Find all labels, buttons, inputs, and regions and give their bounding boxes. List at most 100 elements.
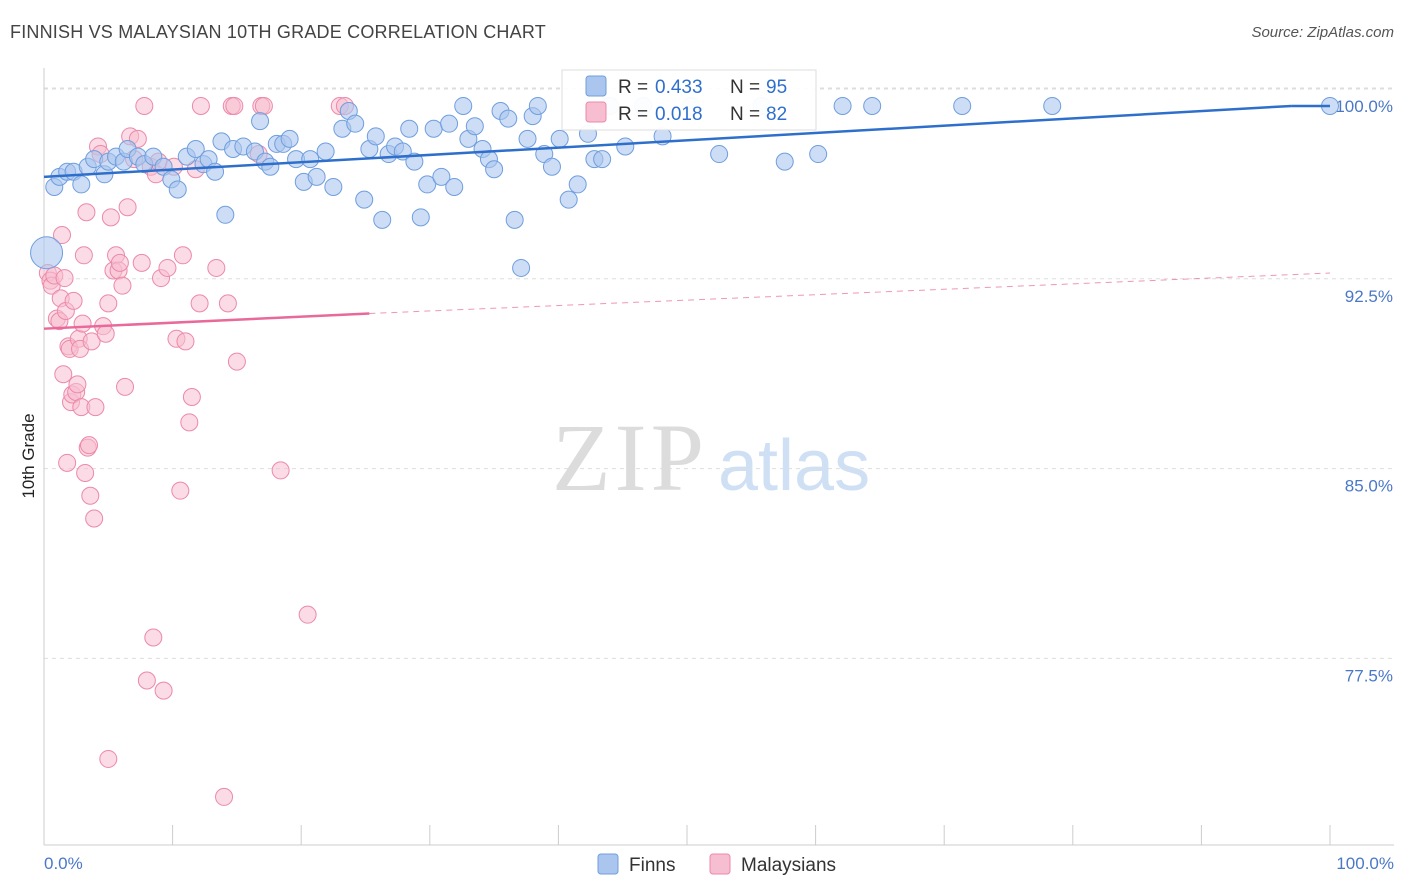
x-tick-label-left: 0.0%	[44, 854, 83, 873]
chart-title: FINNISH VS MALAYSIAN 10TH GRADE CORRELAT…	[10, 22, 546, 42]
finns-point-31	[261, 157, 280, 176]
finns-point-51	[400, 119, 419, 138]
malaysians-point-31	[86, 398, 105, 417]
malaysians-point-18	[68, 375, 87, 394]
malaysians-point-30	[85, 509, 104, 528]
watermark-atlas: atlas	[718, 426, 870, 506]
malaysians-point-64	[182, 388, 201, 407]
finns-point-61	[465, 117, 484, 136]
finns-point-56	[432, 167, 451, 186]
bottom-legend-swatch-finns	[597, 853, 619, 875]
finns-point-91	[953, 96, 972, 115]
gridlines	[44, 87, 1394, 659]
malaysians-point-56	[154, 681, 173, 700]
finns-point-67	[505, 210, 524, 229]
malaysians-point-28	[81, 486, 100, 505]
finns-point-25	[216, 205, 235, 224]
finns-point-68	[512, 258, 531, 277]
finns-point-34	[280, 129, 299, 148]
axes	[43, 68, 1394, 846]
finns-point-43	[346, 114, 365, 133]
finns-point-57	[440, 114, 459, 133]
finns-point-73	[542, 157, 561, 176]
malaysians-point-36	[99, 294, 118, 313]
finns-point-40	[324, 177, 343, 196]
malaysians-point-73	[227, 352, 246, 371]
finns-point-46	[366, 127, 385, 146]
malaysians-point-22	[73, 314, 92, 333]
finns-point-47	[373, 210, 392, 229]
finns-point-88	[809, 145, 828, 164]
finns-point-89	[833, 96, 852, 115]
malaysians-point-66	[190, 294, 209, 313]
legend-n-label-malaysians: N =	[730, 104, 765, 125]
malaysians-point-27	[80, 436, 99, 455]
malaysians-point-24	[76, 463, 95, 482]
finns-point-64	[485, 160, 504, 179]
malaysians-point-50	[137, 671, 156, 690]
legend-r-label-finns: R =	[618, 77, 653, 98]
x-tick-label-right: 100.0%	[1336, 854, 1394, 873]
malaysians-point-61	[173, 246, 192, 265]
malaysians-point-81	[99, 749, 118, 768]
y-tick-label-3: 77.5%	[1345, 666, 1393, 685]
malaysians-trendline-dashed	[369, 272, 1331, 315]
finns-point-5	[72, 175, 91, 194]
malaysians-point-69	[215, 787, 234, 806]
finns-point-92	[1043, 96, 1062, 115]
malaysians-point-57	[158, 258, 177, 277]
malaysians-point-35	[96, 324, 115, 343]
malaysians-point-7	[53, 226, 72, 245]
malaysians-point-42	[113, 276, 132, 295]
watermark-zip: ZIP	[552, 404, 708, 511]
y-tick-label-1: 92.5%	[1345, 287, 1393, 306]
finns-point-54	[418, 175, 437, 194]
malaysians-point-70	[218, 294, 237, 313]
malaysians-point-72	[225, 96, 244, 115]
malaysians-point-62	[176, 332, 195, 351]
finns-point-20	[186, 139, 205, 158]
malaysians-point-60	[171, 481, 190, 500]
malaysians-point-41	[110, 253, 129, 272]
legend-box: R = 0.433 N = 95 R = 0.018 N = 82	[561, 69, 817, 131]
source-credit: Source: ZipAtlas.com	[1251, 24, 1394, 41]
finns-point-79	[593, 150, 612, 169]
x-ticks	[43, 825, 1331, 845]
finns-point-37	[301, 150, 320, 169]
finns-point-52	[405, 152, 424, 171]
finns-point-90	[863, 96, 882, 115]
finns-point-75	[559, 190, 578, 209]
bottom-legend: Finns Malaysians	[597, 853, 836, 876]
malaysians-point-67	[191, 96, 210, 115]
legend-r-value-finns: 0.433	[655, 77, 703, 98]
malaysians-point-63	[180, 413, 199, 432]
finns-point-0	[30, 236, 64, 270]
y-tick-label-2: 85.0%	[1345, 477, 1393, 496]
y-axis-label: 10th Grade	[19, 413, 38, 498]
legend-swatch-finns	[585, 75, 607, 97]
legend-n-value-finns: 95	[766, 77, 787, 98]
malaysians-points	[38, 96, 354, 806]
trendlines	[43, 104, 1331, 330]
malaysians-point-78	[298, 605, 317, 624]
malaysians-point-37	[101, 208, 120, 227]
malaysians-point-8	[54, 365, 73, 384]
bottom-legend-label-malaysians: Malaysians	[741, 855, 836, 876]
finns-point-74	[550, 129, 569, 148]
malaysians-point-11	[58, 453, 77, 472]
malaysians-point-49	[135, 96, 154, 115]
finns-point-55	[424, 119, 443, 138]
legend-swatch-malaysians	[585, 101, 607, 123]
malaysians-point-29	[82, 332, 101, 351]
malaysians-point-44	[118, 198, 137, 217]
malaysians-point-25	[77, 203, 96, 222]
finns-point-81	[616, 137, 635, 156]
finns-point-76	[568, 175, 587, 194]
legend-n-value-malaysians: 82	[766, 104, 787, 125]
finns-point-58	[445, 177, 464, 196]
legend-r-label-malaysians: R =	[618, 104, 653, 125]
bottom-legend-label-finns: Finns	[629, 855, 675, 876]
finns-point-53	[411, 208, 430, 227]
malaysians-point-23	[74, 246, 93, 265]
